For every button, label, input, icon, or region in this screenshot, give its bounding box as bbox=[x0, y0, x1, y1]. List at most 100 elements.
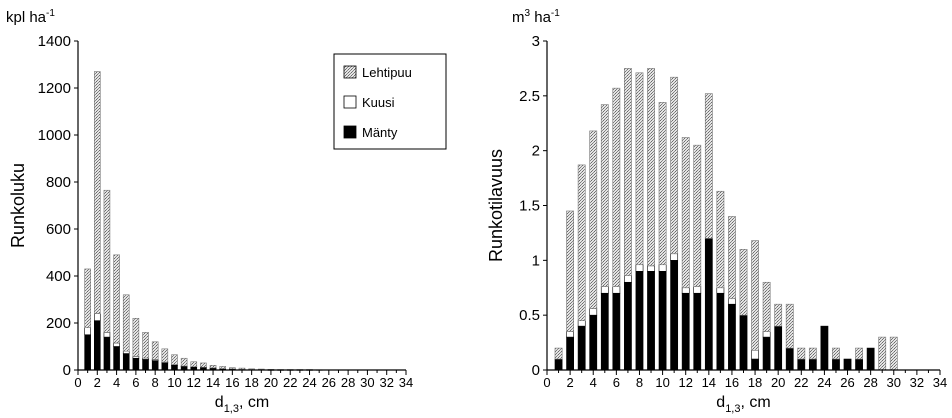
bar-lehtipuu-4 bbox=[589, 130, 598, 309]
bar-mänty-14 bbox=[704, 238, 713, 371]
bar-mänty-9 bbox=[647, 270, 655, 371]
x-axis-label-main: d bbox=[215, 394, 224, 411]
bar-mänty-10 bbox=[658, 270, 667, 371]
bar-lehtipuu-2 bbox=[94, 71, 101, 314]
x-tick-label: 28 bbox=[863, 375, 877, 390]
x-tick-label: 22 bbox=[283, 375, 297, 390]
y-tick-label: 600 bbox=[46, 221, 71, 238]
y-tick-label: 1200 bbox=[38, 80, 71, 97]
y-unit-sup: 3 bbox=[525, 8, 531, 19]
bar-lehtipuu-12 bbox=[681, 137, 690, 289]
bar-mänty-6 bbox=[132, 357, 140, 371]
x-axis-label: d1,3, cm bbox=[215, 394, 269, 415]
x-tick-label: 28 bbox=[341, 375, 355, 390]
bar-lehtipuu-30 bbox=[889, 336, 898, 371]
bar-lehtipuu-11 bbox=[180, 357, 188, 367]
bar-lehtipuu-6 bbox=[612, 87, 621, 287]
bar-mänty-16 bbox=[728, 303, 736, 371]
bar-mänty-10 bbox=[171, 364, 178, 371]
bar-lehtipuu-29 bbox=[878, 336, 887, 371]
x-axis-label-unit: , cm bbox=[239, 394, 269, 411]
x-tick-label: 4 bbox=[590, 375, 597, 390]
y-unit-text: kpl ha bbox=[6, 9, 47, 26]
bar-lehtipuu-14 bbox=[704, 93, 713, 239]
bar-mänty-3 bbox=[577, 325, 586, 371]
bar-mänty-7 bbox=[142, 359, 149, 371]
bar-mänty-7 bbox=[624, 281, 632, 371]
bar-lehtipuu-15 bbox=[219, 366, 227, 369]
bar-mänty-17 bbox=[739, 314, 748, 371]
bar-kuusi-9 bbox=[647, 265, 655, 272]
x-axis-label-sub: 1,3 bbox=[224, 403, 239, 415]
x-tick-label: 20 bbox=[264, 375, 278, 390]
x-tick-label: 18 bbox=[244, 375, 258, 390]
x-tick-label: 26 bbox=[322, 375, 336, 390]
legend-label-mänty: Mänty bbox=[362, 125, 398, 140]
bar-mänty-3 bbox=[103, 336, 111, 371]
bar-kuusi-3 bbox=[577, 320, 586, 327]
bar-lehtipuu-19 bbox=[762, 281, 771, 332]
x-tick-label: 2 bbox=[567, 375, 574, 390]
bar-mänty-12 bbox=[681, 292, 690, 371]
bar-lehtipuu-21 bbox=[785, 303, 794, 349]
bar-kuusi-10 bbox=[658, 264, 667, 272]
bar-kuusi-4 bbox=[589, 308, 598, 316]
y-unit-label: m3 ha-1 bbox=[512, 8, 560, 26]
bar-kuusi-5 bbox=[600, 286, 609, 294]
x-tick-label: 10 bbox=[167, 375, 181, 390]
y-tick-label: 0 bbox=[532, 362, 540, 379]
bar-kuusi-3 bbox=[103, 332, 111, 338]
x-tick-label: 2 bbox=[94, 375, 101, 390]
bar-kuusi-2 bbox=[566, 331, 575, 338]
y-unit-exp: -1 bbox=[551, 8, 560, 19]
legend-swatch-lehtipuu bbox=[343, 65, 357, 79]
bar-lehtipuu-23 bbox=[808, 347, 817, 360]
bar-lehtipuu-1 bbox=[84, 268, 91, 329]
bar-mänty-18 bbox=[751, 358, 759, 371]
bar-lehtipuu-16 bbox=[728, 216, 736, 300]
y-unit-exp: -1 bbox=[46, 8, 55, 19]
x-tick-label: 32 bbox=[910, 375, 924, 390]
legend: Lehtipuu Kuusi Mänty bbox=[333, 53, 447, 150]
bar-kuusi-5 bbox=[122, 350, 130, 354]
x-tick-label: 34 bbox=[933, 375, 947, 390]
y-tick-label: 200 bbox=[46, 315, 71, 332]
bar-kuusi-13 bbox=[693, 286, 702, 294]
bar-kuusi-8 bbox=[635, 264, 644, 272]
x-tick-label: 14 bbox=[702, 375, 716, 390]
y-tick-label: 0.5 bbox=[519, 307, 540, 324]
legend-label-lehtipuu: Lehtipuu bbox=[362, 65, 412, 80]
bar-lehtipuu-27 bbox=[855, 347, 863, 360]
x-tick-label: 24 bbox=[302, 375, 316, 390]
bar-lehtipuu-22 bbox=[797, 347, 806, 360]
bar-lehtipuu-14 bbox=[209, 364, 217, 369]
x-tick-label: 24 bbox=[817, 375, 831, 390]
bar-mänty-4 bbox=[589, 314, 598, 371]
legend-swatch-mänty bbox=[343, 125, 357, 139]
bar-lehtipuu-16 bbox=[229, 367, 236, 370]
x-tick-label: 10 bbox=[655, 375, 669, 390]
bar-lehtipuu-8 bbox=[635, 72, 644, 266]
bar-mänty-28 bbox=[866, 347, 875, 371]
bar-mänty-26 bbox=[843, 358, 852, 371]
bar-kuusi-1 bbox=[84, 327, 91, 336]
bar-lehtipuu-5 bbox=[600, 104, 609, 287]
x-tick-label: 26 bbox=[840, 375, 854, 390]
bar-lehtipuu-9 bbox=[647, 68, 655, 267]
bar-mänty-1 bbox=[84, 334, 91, 371]
bar-kuusi-4 bbox=[113, 342, 120, 347]
bar-mänty-9 bbox=[161, 362, 169, 371]
bar-kuusi-19 bbox=[762, 331, 771, 338]
bar-mänty-11 bbox=[670, 260, 679, 371]
bar-mänty-22 bbox=[797, 358, 806, 371]
x-tick-label: 0 bbox=[543, 375, 550, 390]
bar-lehtipuu-2 bbox=[566, 210, 575, 332]
y-unit-text2: ha bbox=[530, 9, 552, 26]
bar-kuusi-18 bbox=[751, 349, 759, 360]
bar-kuusi-15 bbox=[716, 287, 725, 294]
x-axis-label-unit: , cm bbox=[740, 394, 770, 411]
right-chart: 00.511.522.530 2 4 6 8 10 12 14 16 18 20 22 24 26 28 30… bbox=[486, 8, 947, 415]
bar-lehtipuu-7 bbox=[624, 68, 632, 276]
bar-mänty-4 bbox=[113, 346, 120, 371]
